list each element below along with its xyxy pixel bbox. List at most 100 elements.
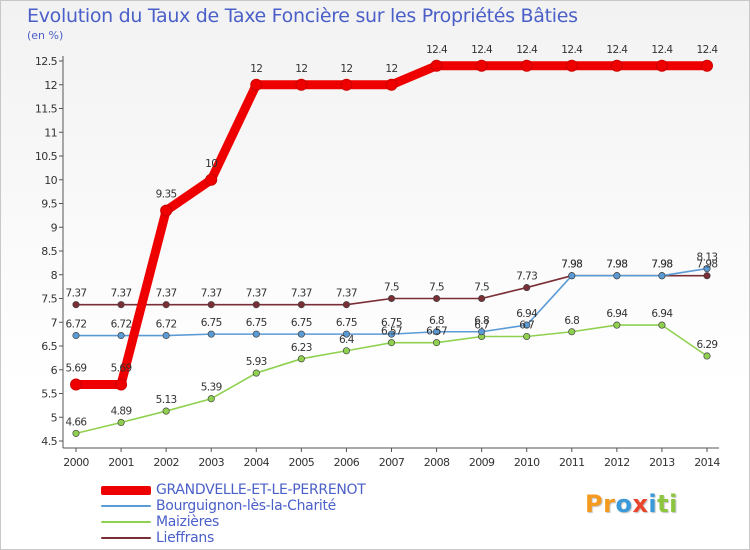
data-point [568, 272, 576, 280]
data-label: 7.98 [606, 259, 627, 271]
y-tick-label: 6 [51, 364, 58, 377]
data-label: 4.66 [66, 416, 88, 428]
data-label: 12.4 [697, 44, 719, 56]
data-label: 7.37 [291, 288, 312, 300]
data-label: 6.75 [381, 317, 402, 329]
data-point [342, 347, 350, 355]
logo-letter: t [657, 490, 670, 518]
data-label: 6.7 [519, 320, 534, 332]
data-point [205, 173, 218, 186]
logo-letter: o [615, 490, 633, 518]
y-tick-label: 12.5 [35, 55, 58, 68]
data-label: 6.57 [381, 326, 402, 338]
data-label: 4.89 [111, 405, 132, 417]
data-point [342, 301, 350, 309]
legend-swatch [101, 486, 151, 495]
data-label: 10 [205, 158, 217, 170]
data-point [655, 59, 668, 72]
data-label: 7.5 [474, 282, 489, 294]
data-label: 6.94 [516, 308, 538, 320]
x-tick-label: 2010 [514, 456, 540, 469]
data-point [117, 301, 125, 309]
data-label: 12 [385, 63, 397, 75]
data-point [162, 301, 170, 309]
data-label: 7.98 [606, 259, 627, 271]
y-tick-label: 11 [44, 126, 57, 139]
y-tick-label: 5.5 [41, 388, 57, 401]
legend-label: GRANDVELLE-ET-LE-PERRENOT [156, 482, 366, 498]
legend-label: Maizières [156, 514, 220, 530]
data-label: 7.37 [66, 288, 87, 300]
data-label: 12.4 [516, 44, 538, 56]
data-point [433, 339, 441, 347]
data-point [703, 352, 711, 360]
data-label: 6.7 [474, 320, 489, 332]
x-tick-label: 2003 [198, 456, 224, 469]
data-point [433, 328, 441, 336]
y-tick-label: 10.5 [35, 150, 58, 163]
data-label: 7.98 [561, 259, 582, 271]
x-tick-label: 2012 [604, 456, 630, 469]
data-label: 7.5 [429, 282, 444, 294]
data-label: 6.94 [606, 308, 628, 320]
y-tick-label: 7.5 [41, 293, 57, 306]
data-point [433, 294, 441, 303]
data-point [478, 294, 486, 303]
data-label: 12.4 [471, 44, 493, 56]
data-label: 7.98 [697, 259, 718, 271]
data-label: 9.35 [156, 189, 177, 201]
legend-swatch [101, 537, 151, 539]
data-point [342, 330, 350, 338]
data-point [252, 369, 260, 377]
data-point [162, 407, 170, 415]
data-point [565, 59, 578, 72]
data-point [117, 331, 125, 340]
y-axis-unit: (en %) [27, 29, 64, 42]
data-point [295, 78, 308, 91]
data-label: 12.4 [606, 44, 628, 56]
data-point [703, 265, 711, 273]
x-tick-label: 2008 [424, 456, 450, 469]
x-tick-label: 2014 [694, 456, 720, 469]
data-point [297, 330, 305, 338]
logo-letter: x [632, 490, 649, 518]
data-label: 7.37 [156, 288, 177, 300]
data-label: 6.75 [336, 317, 357, 329]
data-point [523, 321, 531, 329]
data-label: 6.4 [339, 334, 355, 346]
data-point [297, 301, 305, 309]
data-label: 6.72 [66, 319, 87, 331]
y-tick-label: 8.5 [41, 245, 57, 258]
chart-title: Evolution du Taux de Taxe Foncière sur l… [27, 5, 578, 27]
data-label: 6.57 [426, 326, 447, 338]
data-point [70, 378, 82, 391]
x-tick-label: 2002 [153, 456, 179, 469]
data-point [72, 331, 80, 340]
data-point [568, 328, 576, 336]
data-point [387, 330, 396, 338]
data-label: 5.69 [66, 362, 87, 374]
logo-letter: i [648, 490, 658, 518]
data-point [523, 284, 531, 292]
data-point [701, 59, 713, 72]
x-tick-label: 2009 [469, 456, 495, 469]
data-label: 5.69 [111, 362, 132, 374]
x-tick-label: 2007 [379, 456, 405, 469]
data-label: 12 [250, 63, 262, 75]
data-label: 7.73 [516, 271, 537, 283]
data-point [207, 395, 215, 403]
data-label: 6.75 [201, 317, 222, 329]
data-point [250, 78, 263, 91]
data-label: 7.37 [201, 288, 222, 300]
data-label: 12 [295, 63, 307, 75]
data-label: 6.72 [111, 319, 132, 331]
x-tick-label: 2006 [334, 456, 360, 469]
data-point [523, 332, 531, 341]
data-point [475, 59, 488, 72]
data-point [478, 328, 486, 336]
y-tick-label: 9 [51, 221, 58, 234]
data-point [658, 272, 666, 280]
data-point [613, 272, 621, 280]
data-point [207, 301, 215, 309]
